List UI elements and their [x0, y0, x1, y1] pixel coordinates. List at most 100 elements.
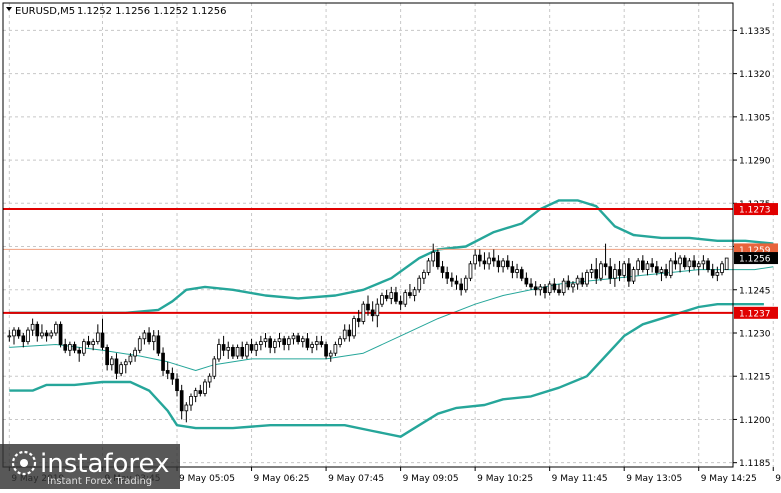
- candle-body-bear: [324, 344, 328, 357]
- candle-body-bull: [352, 318, 356, 337]
- candle: [571, 281, 575, 293]
- candle: [436, 249, 440, 270]
- candle: [114, 353, 119, 380]
- candle-body-bear: [491, 257, 496, 262]
- plot-frame: [2, 2, 734, 468]
- candle-body-bull: [687, 260, 692, 268]
- candle: [524, 272, 529, 287]
- current-line-label: 1.1259: [739, 246, 771, 256]
- candle-body-bear: [533, 286, 538, 291]
- candle: [356, 309, 361, 328]
- candle-body-bull: [142, 332, 147, 340]
- candle-body-bear: [356, 318, 361, 322]
- candle-body-bear: [510, 266, 515, 273]
- candle: [468, 260, 473, 282]
- candle: [338, 335, 342, 348]
- candle: [151, 330, 156, 351]
- candle-body-bear: [221, 344, 226, 351]
- candle: [226, 341, 231, 359]
- candle-body-bull: [277, 338, 282, 343]
- candle: [426, 258, 431, 276]
- candle: [137, 335, 142, 354]
- candle: [333, 341, 338, 357]
- candle-body-bull: [668, 260, 673, 276]
- x-tick-label: 9 May 09:05: [403, 474, 459, 484]
- candle-body-bull: [631, 269, 636, 282]
- candle-body-bull: [473, 254, 477, 265]
- candle-body-bear: [519, 269, 524, 279]
- candle: [543, 283, 547, 299]
- candle: [119, 361, 123, 377]
- candle-body-bull: [613, 269, 617, 279]
- candle: [342, 324, 347, 342]
- candle-body-bear: [105, 346, 109, 366]
- candle-body-bull: [123, 361, 128, 366]
- candle-body-bear: [240, 346, 245, 357]
- candle-body-bull: [212, 358, 217, 377]
- candle-body-bull: [431, 251, 436, 262]
- candle: [375, 298, 380, 328]
- candle-body-bear: [477, 254, 482, 262]
- candle: [35, 321, 40, 342]
- candle-body-bear: [370, 309, 375, 317]
- candle-body-bull: [68, 344, 72, 351]
- watermark-brand: instaforex: [40, 449, 169, 479]
- candle-body-bull: [217, 344, 221, 360]
- candle-body-bull: [259, 341, 263, 345]
- candle: [636, 258, 641, 276]
- candle: [7, 330, 12, 342]
- candle: [142, 330, 147, 345]
- candle-body-bear: [482, 260, 487, 265]
- candle: [380, 292, 384, 308]
- candle-body-bull: [286, 338, 291, 345]
- candle: [49, 330, 54, 339]
- candle-body-bull: [189, 395, 193, 406]
- y-tick-label: 1.1215: [739, 373, 771, 383]
- x-tick-label: 9 May 07:45: [328, 474, 384, 484]
- candle: [440, 260, 445, 279]
- watermark-background: [0, 444, 180, 489]
- candle-body-bull: [128, 355, 133, 363]
- candle: [189, 393, 193, 411]
- candle: [678, 255, 682, 273]
- candle-body-bear: [77, 349, 82, 354]
- candle: [394, 286, 398, 305]
- candle-body-bear: [557, 289, 561, 294]
- candle-body-bear: [347, 329, 352, 337]
- candle-body-bear: [147, 332, 151, 343]
- candle: [370, 301, 375, 322]
- bollinger-lower-line: [9, 303, 764, 438]
- candle: [585, 269, 589, 287]
- triangle-down-icon[interactable]: [6, 7, 12, 11]
- candle-body-bull: [515, 269, 519, 273]
- candle: [491, 249, 496, 267]
- candle: [533, 281, 538, 296]
- candle: [463, 275, 468, 293]
- candle: [165, 361, 170, 380]
- candle: [412, 286, 417, 302]
- candle-body-bull: [12, 329, 16, 337]
- candle: [217, 338, 221, 362]
- candle-body-bull: [589, 269, 594, 273]
- candle: [505, 255, 510, 270]
- candle-body-bear: [566, 280, 571, 288]
- candle: [710, 263, 715, 279]
- ohlc-values: 1.1252 1.1256 1.1252 1.1256: [77, 6, 227, 17]
- candle: [561, 278, 566, 296]
- candle: [44, 330, 49, 342]
- candle-body-bull: [585, 272, 589, 285]
- candle-body-bear: [627, 263, 631, 282]
- x-tick-label: 9 May 13:05: [626, 474, 682, 484]
- y-tick-label: 1.1185: [739, 459, 771, 469]
- candle: [282, 335, 286, 351]
- candle: [128, 353, 133, 365]
- candle: [12, 327, 16, 345]
- watermark: instaforex Instant Forex Trading: [0, 444, 180, 489]
- candle: [659, 266, 664, 282]
- candle: [519, 266, 524, 282]
- candle-body-bull: [30, 323, 35, 331]
- price-axis[interactable]: 1.13351.13201.13051.12901.12751.12601.12…: [733, 27, 778, 469]
- candle-body-bull: [300, 338, 305, 343]
- candle: [557, 283, 561, 296]
- candle-body-bull: [54, 323, 58, 334]
